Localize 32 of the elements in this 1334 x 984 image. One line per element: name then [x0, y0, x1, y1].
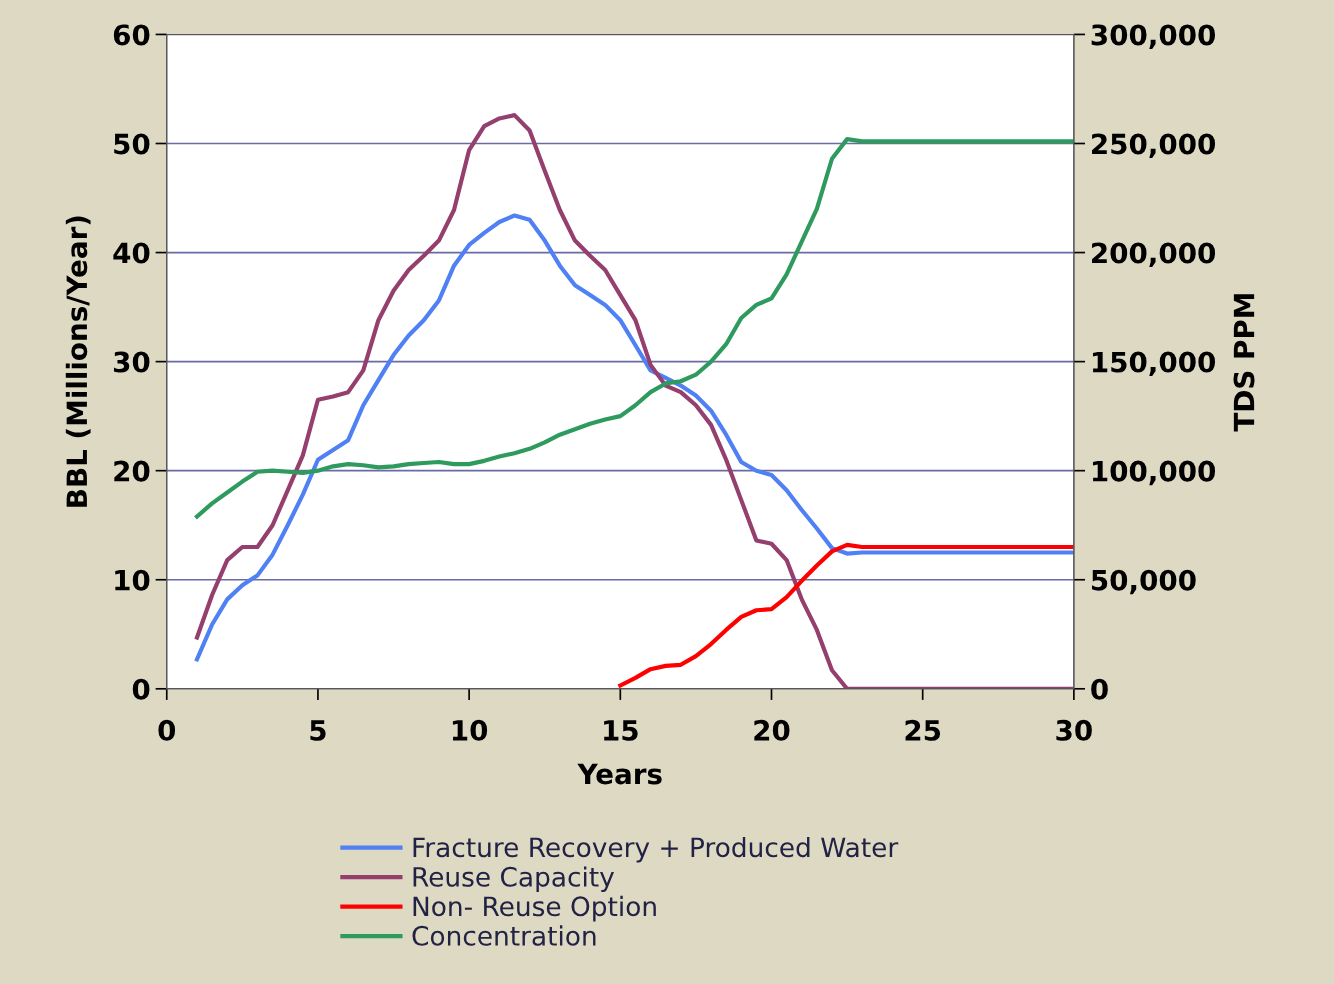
y-tick-label: 40 [113, 242, 150, 264]
legend-label: Concentration [412, 925, 596, 946]
x-tick-label: 25 [905, 719, 941, 741]
y2-tick-label: 100,000 [1092, 460, 1216, 486]
x-tick-label: 15 [604, 720, 638, 741]
y2-tick-label: 0 [1091, 678, 1108, 700]
legend-label: Fracture Recovery + Produced Water [413, 836, 899, 863]
y-tick-label: 50 [114, 133, 150, 155]
y2-tick-label: 250,000 [1092, 133, 1216, 158]
y2-tick-label: 50,000 [1091, 569, 1196, 595]
line-series [194, 113, 1074, 689]
x-tick-label: 20 [754, 719, 790, 741]
y-tick-label: 10 [115, 569, 150, 591]
x-tick-label: 0 [158, 719, 176, 741]
x-tick-label: 10 [452, 719, 488, 741]
x-tick-label: 5 [310, 720, 326, 741]
legend-label: Reuse Capacity [413, 866, 615, 892]
legend-label: Non- Reuse Option [413, 895, 656, 922]
x-tick-label: 30 [1056, 719, 1092, 741]
y-tick-label: 60 [113, 24, 150, 46]
y-tick-label: 20 [114, 460, 150, 482]
y-axis-title: BBL (Millions/Year) [65, 216, 91, 507]
y2-tick-label: 300,000 [1091, 24, 1216, 49]
y2-tick-label: 150,000 [1092, 351, 1216, 377]
y-tick-label: 30 [113, 351, 150, 373]
x-axis-title: Years [577, 763, 662, 785]
line-series [194, 213, 1074, 662]
line-series [618, 542, 1074, 688]
line-series [194, 137, 1074, 519]
y2-tick-label: 200,000 [1092, 242, 1216, 268]
y2-axis-title: TDS PPM [1233, 294, 1255, 432]
y-tick-label: 0 [132, 678, 150, 700]
